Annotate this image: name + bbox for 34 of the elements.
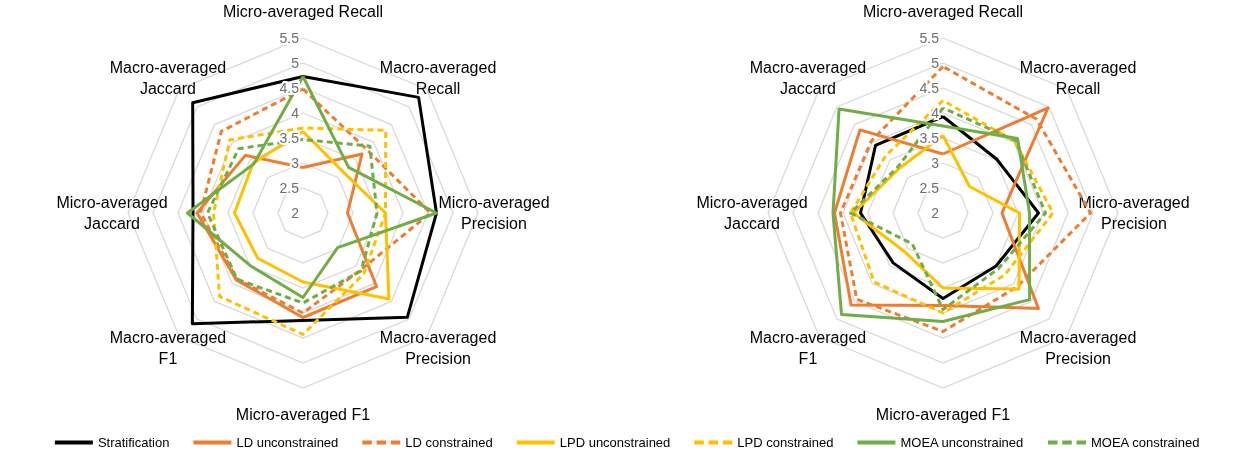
y-tick-label: 2.5 (919, 180, 940, 196)
spoke-label: Micro-averaged F1 (235, 406, 371, 423)
spoke-label: Macro-averaged Jaccard (749, 58, 867, 97)
spoke-label: Macro-averaged Recall (1019, 58, 1137, 97)
y-tick-label: 2.5 (279, 180, 300, 196)
spoke-label: Micro-averaged Jaccard (56, 194, 168, 232)
y-tick-label: 5.5 (919, 30, 940, 46)
spoke-label: Micro-averaged Recall (862, 3, 1024, 20)
spoke-label: Micro-averaged F1 (875, 406, 1011, 423)
spoke-label: Macro-averaged Recall (379, 58, 497, 97)
y-tick-label: 2 (291, 205, 300, 221)
spoke-label: Micro-averaged Precision (1078, 194, 1190, 232)
legend-label: LPD unconstrained (559, 435, 671, 450)
legend-label: MOEA unconstrained (900, 435, 1024, 450)
spoke-label: Macro-averaged Jaccard (109, 58, 227, 97)
legend-label: LD constrained (405, 435, 493, 450)
legend-label: MOEA constrained (1091, 435, 1200, 450)
y-tick-label: 2 (931, 205, 940, 221)
y-tick-label: 3 (931, 155, 940, 171)
spoke-label: Macro-averaged F1 (109, 329, 227, 368)
y-tick-label: 5.5 (279, 30, 300, 46)
y-tick-label: 5 (931, 55, 940, 71)
legend-label: LPD constrained (737, 435, 834, 450)
spoke-label: Micro-averaged Precision (438, 194, 550, 232)
legend-label: Stratification (97, 435, 170, 450)
spoke-label: Macro-averaged Precision (1019, 329, 1137, 368)
y-tick-label: 4 (291, 105, 300, 121)
legend-label: LD unconstrained (236, 435, 339, 450)
spoke-label: Micro-averaged Recall (222, 3, 384, 20)
spoke-label: Micro-averaged Jaccard (696, 194, 808, 232)
y-tick-label: 5 (291, 55, 300, 71)
spoke-label: Macro-averaged Precision (379, 329, 497, 368)
spoke-label: Macro-averaged F1 (749, 329, 867, 368)
y-tick-label: 4.5 (919, 80, 940, 96)
